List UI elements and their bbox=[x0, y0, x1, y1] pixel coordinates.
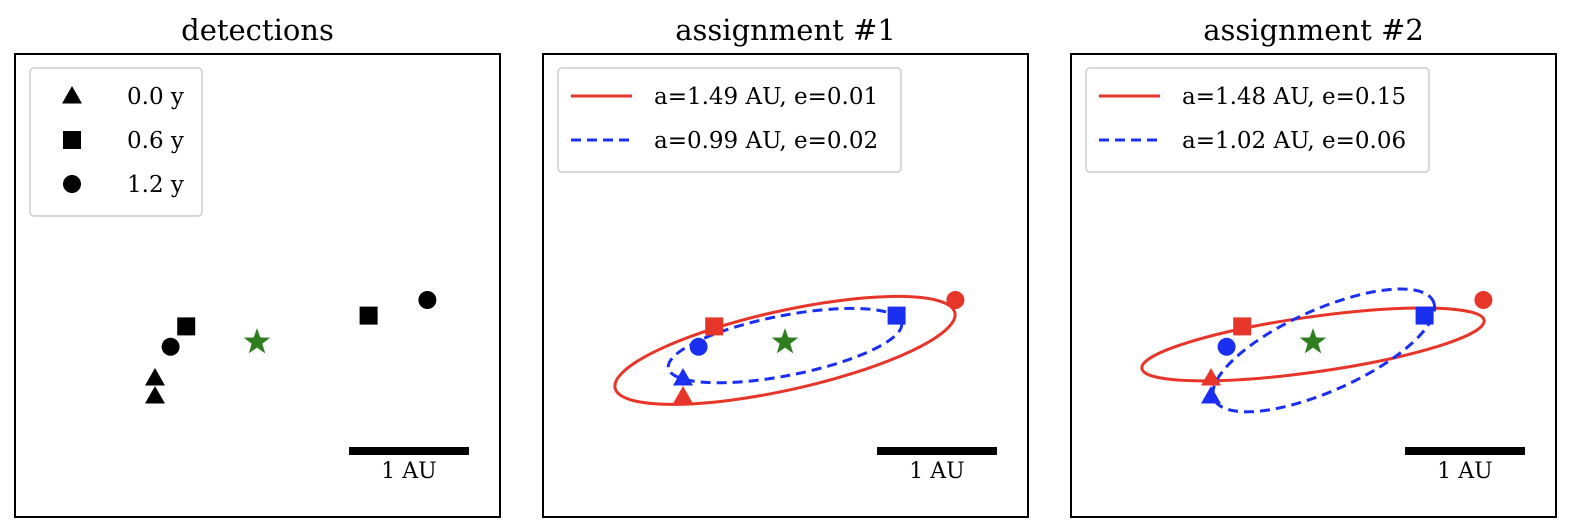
square-marker bbox=[705, 317, 724, 336]
legend-label: a=0.99 AU, e=0.02 bbox=[654, 128, 878, 154]
panel-title: detections bbox=[181, 13, 334, 47]
scale-bar bbox=[1405, 447, 1525, 455]
triangle-marker bbox=[673, 386, 693, 404]
circle-marker bbox=[689, 337, 708, 356]
triangle-marker bbox=[673, 368, 693, 386]
circle-marker bbox=[418, 291, 437, 309]
circle-marker bbox=[161, 337, 180, 356]
square-marker bbox=[177, 317, 196, 336]
legend-box bbox=[1085, 67, 1430, 173]
legend-label: 0.0 y bbox=[127, 84, 184, 110]
square-marker bbox=[359, 306, 378, 325]
legend-square-marker bbox=[63, 131, 81, 149]
panel-1: detections 1 AU 0.0 y 0.6 y 1.2 y bbox=[14, 13, 501, 518]
legend-label: a=1.02 AU, e=0.06 bbox=[1182, 128, 1406, 154]
square-marker bbox=[1233, 317, 1252, 336]
legend-triangle-marker bbox=[62, 86, 82, 104]
orbit-ellipse-2 bbox=[1211, 287, 1437, 414]
legend-box bbox=[557, 67, 902, 173]
legend-label: a=1.49 AU, e=0.01 bbox=[654, 84, 878, 110]
scale-bar-label: 1 AU bbox=[909, 459, 964, 484]
legend: a=1.49 AU, e=0.01 a=0.99 AU, e=0.02 bbox=[557, 67, 902, 173]
scale-bar-label: 1 AU bbox=[381, 459, 436, 484]
legend-label: 1.2 y bbox=[127, 172, 184, 198]
circle-marker bbox=[946, 291, 965, 309]
star-marker bbox=[243, 328, 271, 354]
scale-bar-label: 1 AU bbox=[1437, 459, 1492, 484]
panel-2: assignment #1 1 AU a=1.49 AU, e=0.01 a=0.99… bbox=[542, 13, 1029, 518]
panel-title: assignment #1 bbox=[675, 13, 896, 47]
legend-label: a=1.48 AU, e=0.15 bbox=[1182, 84, 1406, 110]
legend-label: 0.6 y bbox=[127, 128, 184, 154]
orbit-ellipse-1 bbox=[613, 294, 957, 406]
scale-bar bbox=[349, 447, 469, 455]
plot-frame bbox=[14, 53, 501, 518]
square-marker bbox=[1415, 306, 1434, 325]
triangle-marker bbox=[145, 368, 165, 386]
triangle-marker bbox=[1201, 368, 1221, 386]
circle-marker bbox=[1217, 337, 1236, 356]
panel-title: assignment #2 bbox=[1203, 13, 1424, 47]
legend-circle-marker bbox=[63, 175, 81, 193]
triangle-marker bbox=[145, 386, 165, 404]
circle-marker bbox=[1474, 291, 1493, 309]
star-marker bbox=[771, 328, 799, 354]
scale-bar bbox=[877, 447, 997, 455]
plot-frame bbox=[542, 53, 1029, 518]
triangle-marker bbox=[1201, 386, 1221, 404]
legend: 0.0 y 0.6 y 1.2 y bbox=[29, 67, 203, 217]
legend: a=1.48 AU, e=0.15 a=1.02 AU, e=0.06 bbox=[1085, 67, 1430, 173]
plot-frame bbox=[1070, 53, 1557, 518]
panel-3: assignment #2 1 AU a=1.48 AU, e=0.15 a=1.02… bbox=[1070, 13, 1557, 518]
star-marker bbox=[1299, 328, 1327, 354]
orbit-ellipse-1 bbox=[1140, 306, 1486, 383]
square-marker bbox=[887, 306, 906, 325]
